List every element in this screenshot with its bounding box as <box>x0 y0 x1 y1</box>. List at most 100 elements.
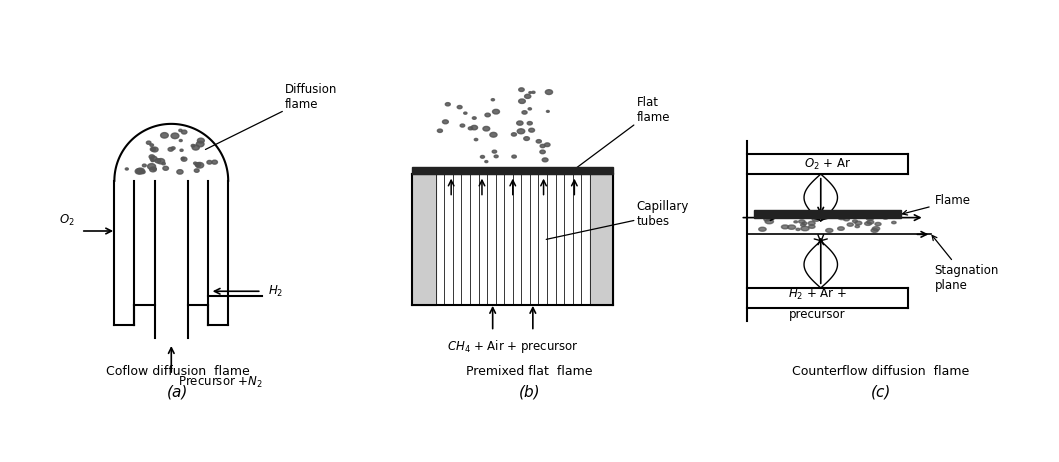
Ellipse shape <box>162 162 165 165</box>
Ellipse shape <box>163 166 168 170</box>
Text: $H_2$ + Ar +: $H_2$ + Ar + <box>788 287 847 302</box>
Ellipse shape <box>437 129 443 133</box>
Ellipse shape <box>149 167 157 172</box>
Text: (b): (b) <box>519 384 540 399</box>
Ellipse shape <box>180 149 183 152</box>
Ellipse shape <box>172 133 179 139</box>
Ellipse shape <box>544 143 550 146</box>
Ellipse shape <box>192 145 195 147</box>
Ellipse shape <box>855 225 860 228</box>
Ellipse shape <box>179 129 182 132</box>
Ellipse shape <box>765 219 773 224</box>
Ellipse shape <box>540 150 545 154</box>
Ellipse shape <box>796 228 801 231</box>
Ellipse shape <box>472 117 477 119</box>
Ellipse shape <box>150 147 156 151</box>
Ellipse shape <box>872 229 878 232</box>
Ellipse shape <box>181 157 184 159</box>
Ellipse shape <box>192 145 199 150</box>
Ellipse shape <box>457 105 462 109</box>
Ellipse shape <box>892 221 896 224</box>
Ellipse shape <box>838 227 844 231</box>
Ellipse shape <box>808 221 815 225</box>
Ellipse shape <box>125 168 128 170</box>
Ellipse shape <box>491 99 495 101</box>
Ellipse shape <box>197 138 204 143</box>
Ellipse shape <box>196 141 204 147</box>
Ellipse shape <box>161 133 168 138</box>
Ellipse shape <box>492 150 497 153</box>
Ellipse shape <box>866 216 874 220</box>
Ellipse shape <box>485 113 490 117</box>
Ellipse shape <box>540 144 545 148</box>
Ellipse shape <box>844 218 849 221</box>
Ellipse shape <box>528 128 535 132</box>
Ellipse shape <box>801 226 809 231</box>
Ellipse shape <box>146 141 151 144</box>
Ellipse shape <box>536 140 541 143</box>
Ellipse shape <box>864 222 872 225</box>
Ellipse shape <box>468 127 472 130</box>
Ellipse shape <box>532 91 535 93</box>
Ellipse shape <box>801 224 806 226</box>
Ellipse shape <box>758 227 766 231</box>
Ellipse shape <box>212 160 217 164</box>
Ellipse shape <box>522 111 527 114</box>
Text: precursor: precursor <box>789 308 846 321</box>
Ellipse shape <box>151 147 158 152</box>
Ellipse shape <box>826 229 832 232</box>
Text: (a): (a) <box>167 384 189 399</box>
Text: $O_2$: $O_2$ <box>58 213 74 228</box>
Text: Flat
flame: Flat flame <box>573 97 670 170</box>
Text: Precursor $+N_2$: Precursor $+N_2$ <box>178 375 263 390</box>
Ellipse shape <box>519 99 525 103</box>
Text: Diffusion
flame: Diffusion flame <box>205 83 338 150</box>
Ellipse shape <box>524 94 531 98</box>
Ellipse shape <box>485 161 488 163</box>
Ellipse shape <box>177 170 183 174</box>
Ellipse shape <box>838 215 846 219</box>
Ellipse shape <box>151 159 155 162</box>
Ellipse shape <box>524 137 530 140</box>
Text: Premixed flat  flame: Premixed flat flame <box>466 365 593 378</box>
Ellipse shape <box>511 155 517 158</box>
Ellipse shape <box>157 158 164 164</box>
Ellipse shape <box>527 122 533 125</box>
Ellipse shape <box>495 155 498 158</box>
Text: Stagnation
plane: Stagnation plane <box>932 236 999 292</box>
Ellipse shape <box>794 221 797 223</box>
Text: $O_2$ + Ar: $O_2$ + Ar <box>804 157 851 171</box>
Ellipse shape <box>207 160 212 164</box>
Text: $H_2$: $H_2$ <box>268 284 284 299</box>
Ellipse shape <box>168 147 174 151</box>
Ellipse shape <box>809 225 815 228</box>
Ellipse shape <box>443 120 448 124</box>
Bar <box>412 174 435 304</box>
Ellipse shape <box>528 108 532 110</box>
Bar <box>590 174 613 304</box>
Ellipse shape <box>150 156 157 161</box>
Text: Flame: Flame <box>902 195 971 215</box>
Ellipse shape <box>788 225 795 229</box>
Ellipse shape <box>782 225 789 229</box>
Ellipse shape <box>196 163 203 168</box>
Ellipse shape <box>867 220 874 224</box>
Text: Counterflow diffusion  flame: Counterflow diffusion flame <box>792 365 970 378</box>
Ellipse shape <box>152 167 157 170</box>
Ellipse shape <box>136 169 143 174</box>
Ellipse shape <box>875 222 881 226</box>
Ellipse shape <box>474 139 478 141</box>
Ellipse shape <box>137 168 144 174</box>
Ellipse shape <box>483 127 489 131</box>
Ellipse shape <box>798 220 805 223</box>
Bar <box>412 167 613 174</box>
Ellipse shape <box>181 157 186 161</box>
Ellipse shape <box>855 221 862 225</box>
Ellipse shape <box>141 170 145 174</box>
Ellipse shape <box>181 130 186 134</box>
Ellipse shape <box>511 133 517 136</box>
Ellipse shape <box>194 169 199 172</box>
Ellipse shape <box>461 124 465 127</box>
Ellipse shape <box>172 147 175 150</box>
Ellipse shape <box>150 144 154 146</box>
